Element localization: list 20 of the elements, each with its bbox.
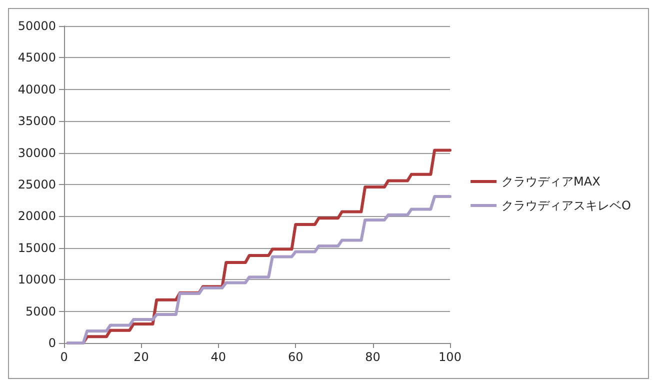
y-tick-label: 10000 bbox=[18, 272, 56, 287]
x-tick-label: 100 bbox=[438, 350, 462, 364]
line-series bbox=[66, 195, 452, 344]
y-tick-label: 25000 bbox=[18, 178, 56, 192]
x-tick-label: 40 bbox=[210, 350, 226, 364]
y-tick-label: 0 bbox=[48, 336, 56, 350]
y-tick-label: 5000 bbox=[25, 304, 56, 318]
y-tick-label: 45000 bbox=[18, 50, 56, 65]
legend-label: クラウディアMAX bbox=[502, 174, 600, 188]
x-tick-label: 60 bbox=[288, 350, 304, 364]
x-tick-label: 20 bbox=[134, 350, 149, 364]
x-tick-label: 0 bbox=[60, 350, 68, 364]
legend-label: クラウディアスキレベO bbox=[502, 198, 632, 212]
y-tick-label: 50000 bbox=[18, 19, 56, 33]
y-tick-label: 35000 bbox=[18, 114, 56, 128]
x-tick-label: 80 bbox=[365, 350, 380, 364]
y-tick-label: 20000 bbox=[18, 209, 56, 224]
y-tick-label: 15000 bbox=[18, 240, 56, 255]
y-tick-label: 30000 bbox=[18, 146, 56, 160]
y-tick-label: 40000 bbox=[18, 82, 56, 96]
